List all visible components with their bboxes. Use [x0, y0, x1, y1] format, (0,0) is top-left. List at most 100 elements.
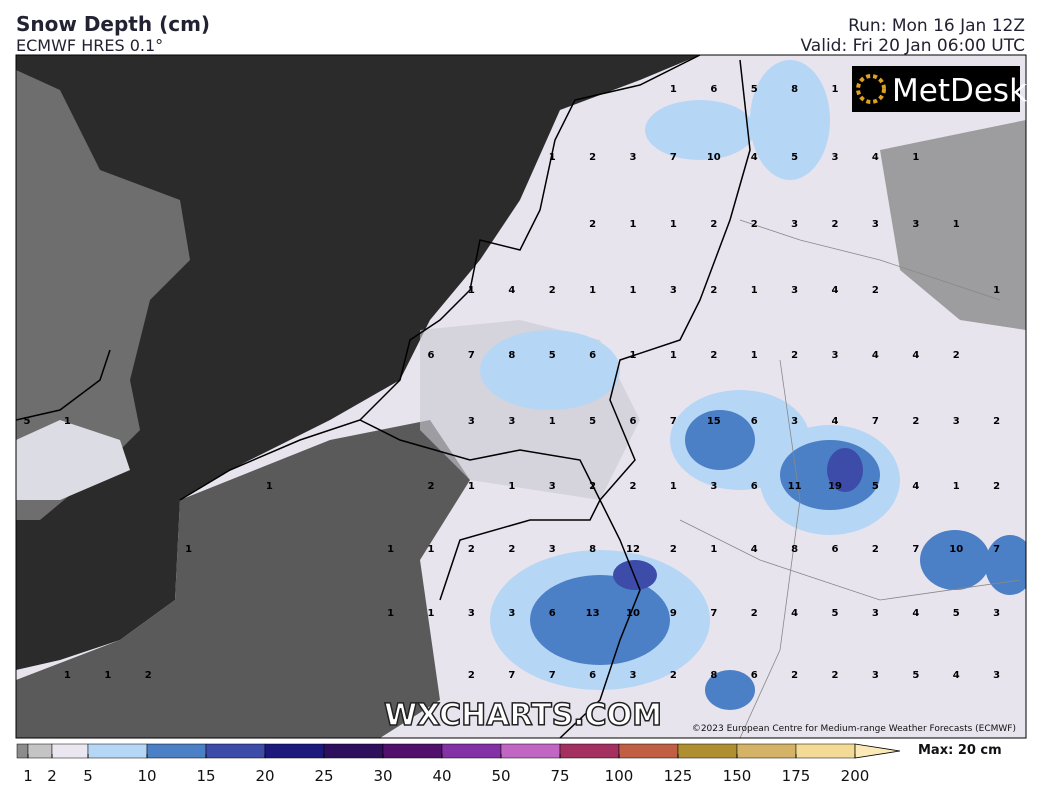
grid-value: 6 — [589, 350, 596, 361]
grid-value: 2 — [710, 350, 717, 361]
grid-value: 2 — [710, 219, 717, 230]
grid-value: 1 — [64, 670, 71, 681]
colorbar: 1 2 5 10 15 20 25 30 40 50 75 100 125 150 175 200 — [16, 743, 901, 785]
grid-value: 1 — [670, 350, 677, 361]
valid-time: Valid: Fri 20 Jan 06:00 UTC — [801, 36, 1026, 56]
colorbar-segment — [16, 743, 29, 759]
colorbar-label: 100 — [605, 767, 634, 785]
grid-value: 1 — [630, 350, 637, 361]
grid-value: 10 — [707, 152, 721, 163]
colorbar-segment — [618, 743, 679, 759]
grid-value: 10 — [949, 544, 963, 555]
grid-value: 1 — [993, 285, 1000, 296]
grid-value: 6 — [428, 350, 435, 361]
grid-value: 1 — [751, 285, 758, 296]
grid-value: 1 — [468, 285, 475, 296]
grid-value: 2 — [832, 219, 839, 230]
grid-value: 3 — [791, 416, 798, 427]
grid-value: 4 — [791, 608, 798, 619]
grid-value: 3 — [630, 670, 637, 681]
colorbar-label: 175 — [782, 767, 811, 785]
colorbar-segment — [323, 743, 384, 759]
grid-value: 7 — [710, 608, 717, 619]
grid-value: 4 — [912, 350, 919, 361]
colorbar-label: 40 — [432, 767, 451, 785]
grid-value: 2 — [468, 544, 475, 555]
grid-value: 3 — [670, 285, 677, 296]
watermark: WXCHARTS.COM — [384, 698, 662, 733]
grid-value: 8 — [508, 350, 515, 361]
grid-value: 7 — [508, 670, 515, 681]
grid-value: 1 — [630, 285, 637, 296]
grid-value: 5 — [791, 152, 798, 163]
grid-value: 2 — [912, 416, 919, 427]
colorbar-segment — [795, 743, 856, 759]
grid-value: 3 — [832, 350, 839, 361]
colorbar-segment — [51, 743, 89, 759]
grid-value: 2 — [791, 670, 798, 681]
grid-value: 6 — [832, 544, 839, 555]
grid-value: 5 — [872, 481, 879, 492]
grid-value: 1 — [751, 350, 758, 361]
grid-value: 3 — [953, 416, 960, 427]
grid-value: 4 — [832, 416, 839, 427]
grid-value: 3 — [549, 481, 556, 492]
grid-value: 8 — [791, 544, 798, 555]
colorbar-segment — [27, 743, 53, 759]
colorbar-label: 5 — [83, 767, 93, 785]
grid-value: 3 — [468, 608, 475, 619]
grid-value: 3 — [872, 608, 879, 619]
grid-value: 11 — [788, 481, 802, 492]
grid-value: 19 — [828, 481, 842, 492]
grid-value: 3 — [912, 219, 919, 230]
grid-value: 1 — [710, 544, 717, 555]
grid-value: 1 — [589, 285, 596, 296]
grid-value: 1 — [185, 544, 192, 555]
grid-value: 2 — [710, 285, 717, 296]
grid-value: 3 — [508, 416, 515, 427]
grid-value: 6 — [589, 670, 596, 681]
colorbar-segment — [736, 743, 797, 759]
colorbar-label: 25 — [314, 767, 333, 785]
grid-value: 6 — [751, 670, 758, 681]
copyright: ©2023 European Centre for Medium-range W… — [692, 724, 1016, 734]
colorbar-segment — [87, 743, 148, 759]
grid-value: 7 — [670, 152, 677, 163]
grid-value: 2 — [589, 219, 596, 230]
grid-value: 3 — [872, 219, 879, 230]
grid-value: 2 — [145, 670, 152, 681]
grid-value: 1 — [670, 219, 677, 230]
grid-value: 4 — [751, 544, 758, 555]
grid-value: 2 — [630, 481, 637, 492]
colorbar-label: 75 — [550, 767, 569, 785]
grid-value: 1 — [387, 544, 394, 555]
grid-value: 1 — [428, 544, 435, 555]
colorbar-label: 30 — [373, 767, 392, 785]
grid-value: 3 — [791, 219, 798, 230]
grid-value: 5 — [751, 84, 758, 95]
grid-value: 1 — [549, 152, 556, 163]
grid-value: 2 — [791, 350, 798, 361]
grid-value: 6 — [630, 416, 637, 427]
grid-value: 2 — [832, 670, 839, 681]
grid-value: 3 — [710, 481, 717, 492]
grid-value: 3 — [791, 285, 798, 296]
grid-value: 3 — [508, 608, 515, 619]
logo-text: MetDesk — [892, 73, 1027, 109]
grid-value: 3 — [993, 608, 1000, 619]
grid-value: 1 — [387, 608, 394, 619]
colorbar-segment — [264, 743, 325, 759]
grid-value: 3 — [872, 670, 879, 681]
colorbar-segment — [382, 743, 443, 759]
grid-value: 1 — [104, 670, 111, 681]
grid-value: 13 — [586, 608, 600, 619]
grid-value: 7 — [670, 416, 677, 427]
colorbar-label: 125 — [664, 767, 693, 785]
grid-value: 2 — [589, 152, 596, 163]
grid-value: 4 — [912, 608, 919, 619]
grid-value: 6 — [549, 608, 556, 619]
grid-value: 2 — [670, 544, 677, 555]
grid-value: 4 — [872, 350, 879, 361]
grid-value: 5 — [912, 670, 919, 681]
colorbar-segment — [677, 743, 738, 759]
